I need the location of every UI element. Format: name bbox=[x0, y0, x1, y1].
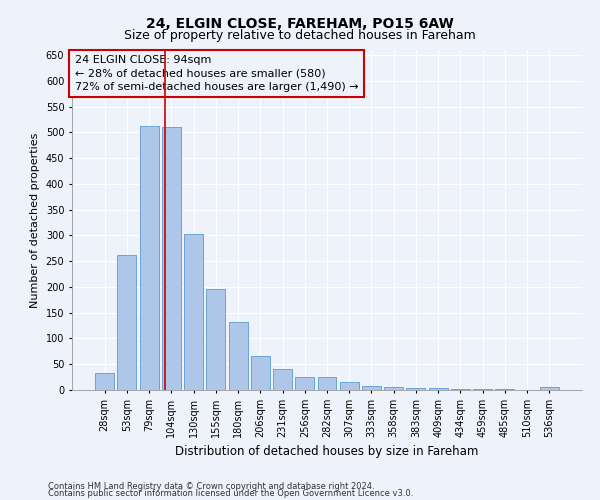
Bar bbox=[229, 322, 248, 390]
Bar bbox=[184, 234, 203, 390]
Bar bbox=[429, 388, 448, 390]
Y-axis label: Number of detached properties: Number of detached properties bbox=[30, 132, 40, 308]
Bar bbox=[140, 126, 158, 390]
Bar bbox=[295, 377, 314, 390]
Bar bbox=[340, 382, 359, 390]
Bar bbox=[384, 388, 403, 390]
Text: 24 ELGIN CLOSE: 94sqm
← 28% of detached houses are smaller (580)
72% of semi-det: 24 ELGIN CLOSE: 94sqm ← 28% of detached … bbox=[74, 55, 358, 92]
Text: 24, ELGIN CLOSE, FAREHAM, PO15 6AW: 24, ELGIN CLOSE, FAREHAM, PO15 6AW bbox=[146, 18, 454, 32]
Bar bbox=[206, 288, 225, 390]
Bar bbox=[317, 377, 337, 390]
Text: Contains public sector information licensed under the Open Government Licence v3: Contains public sector information licen… bbox=[48, 490, 413, 498]
Bar bbox=[362, 386, 381, 390]
Bar bbox=[540, 388, 559, 390]
Text: Size of property relative to detached houses in Fareham: Size of property relative to detached ho… bbox=[124, 29, 476, 42]
Bar bbox=[251, 356, 270, 390]
Bar bbox=[162, 128, 181, 390]
Text: Contains HM Land Registry data © Crown copyright and database right 2024.: Contains HM Land Registry data © Crown c… bbox=[48, 482, 374, 491]
Bar bbox=[406, 388, 425, 390]
X-axis label: Distribution of detached houses by size in Fareham: Distribution of detached houses by size … bbox=[175, 446, 479, 458]
Bar bbox=[273, 370, 292, 390]
Bar bbox=[118, 254, 136, 390]
Bar bbox=[95, 373, 114, 390]
